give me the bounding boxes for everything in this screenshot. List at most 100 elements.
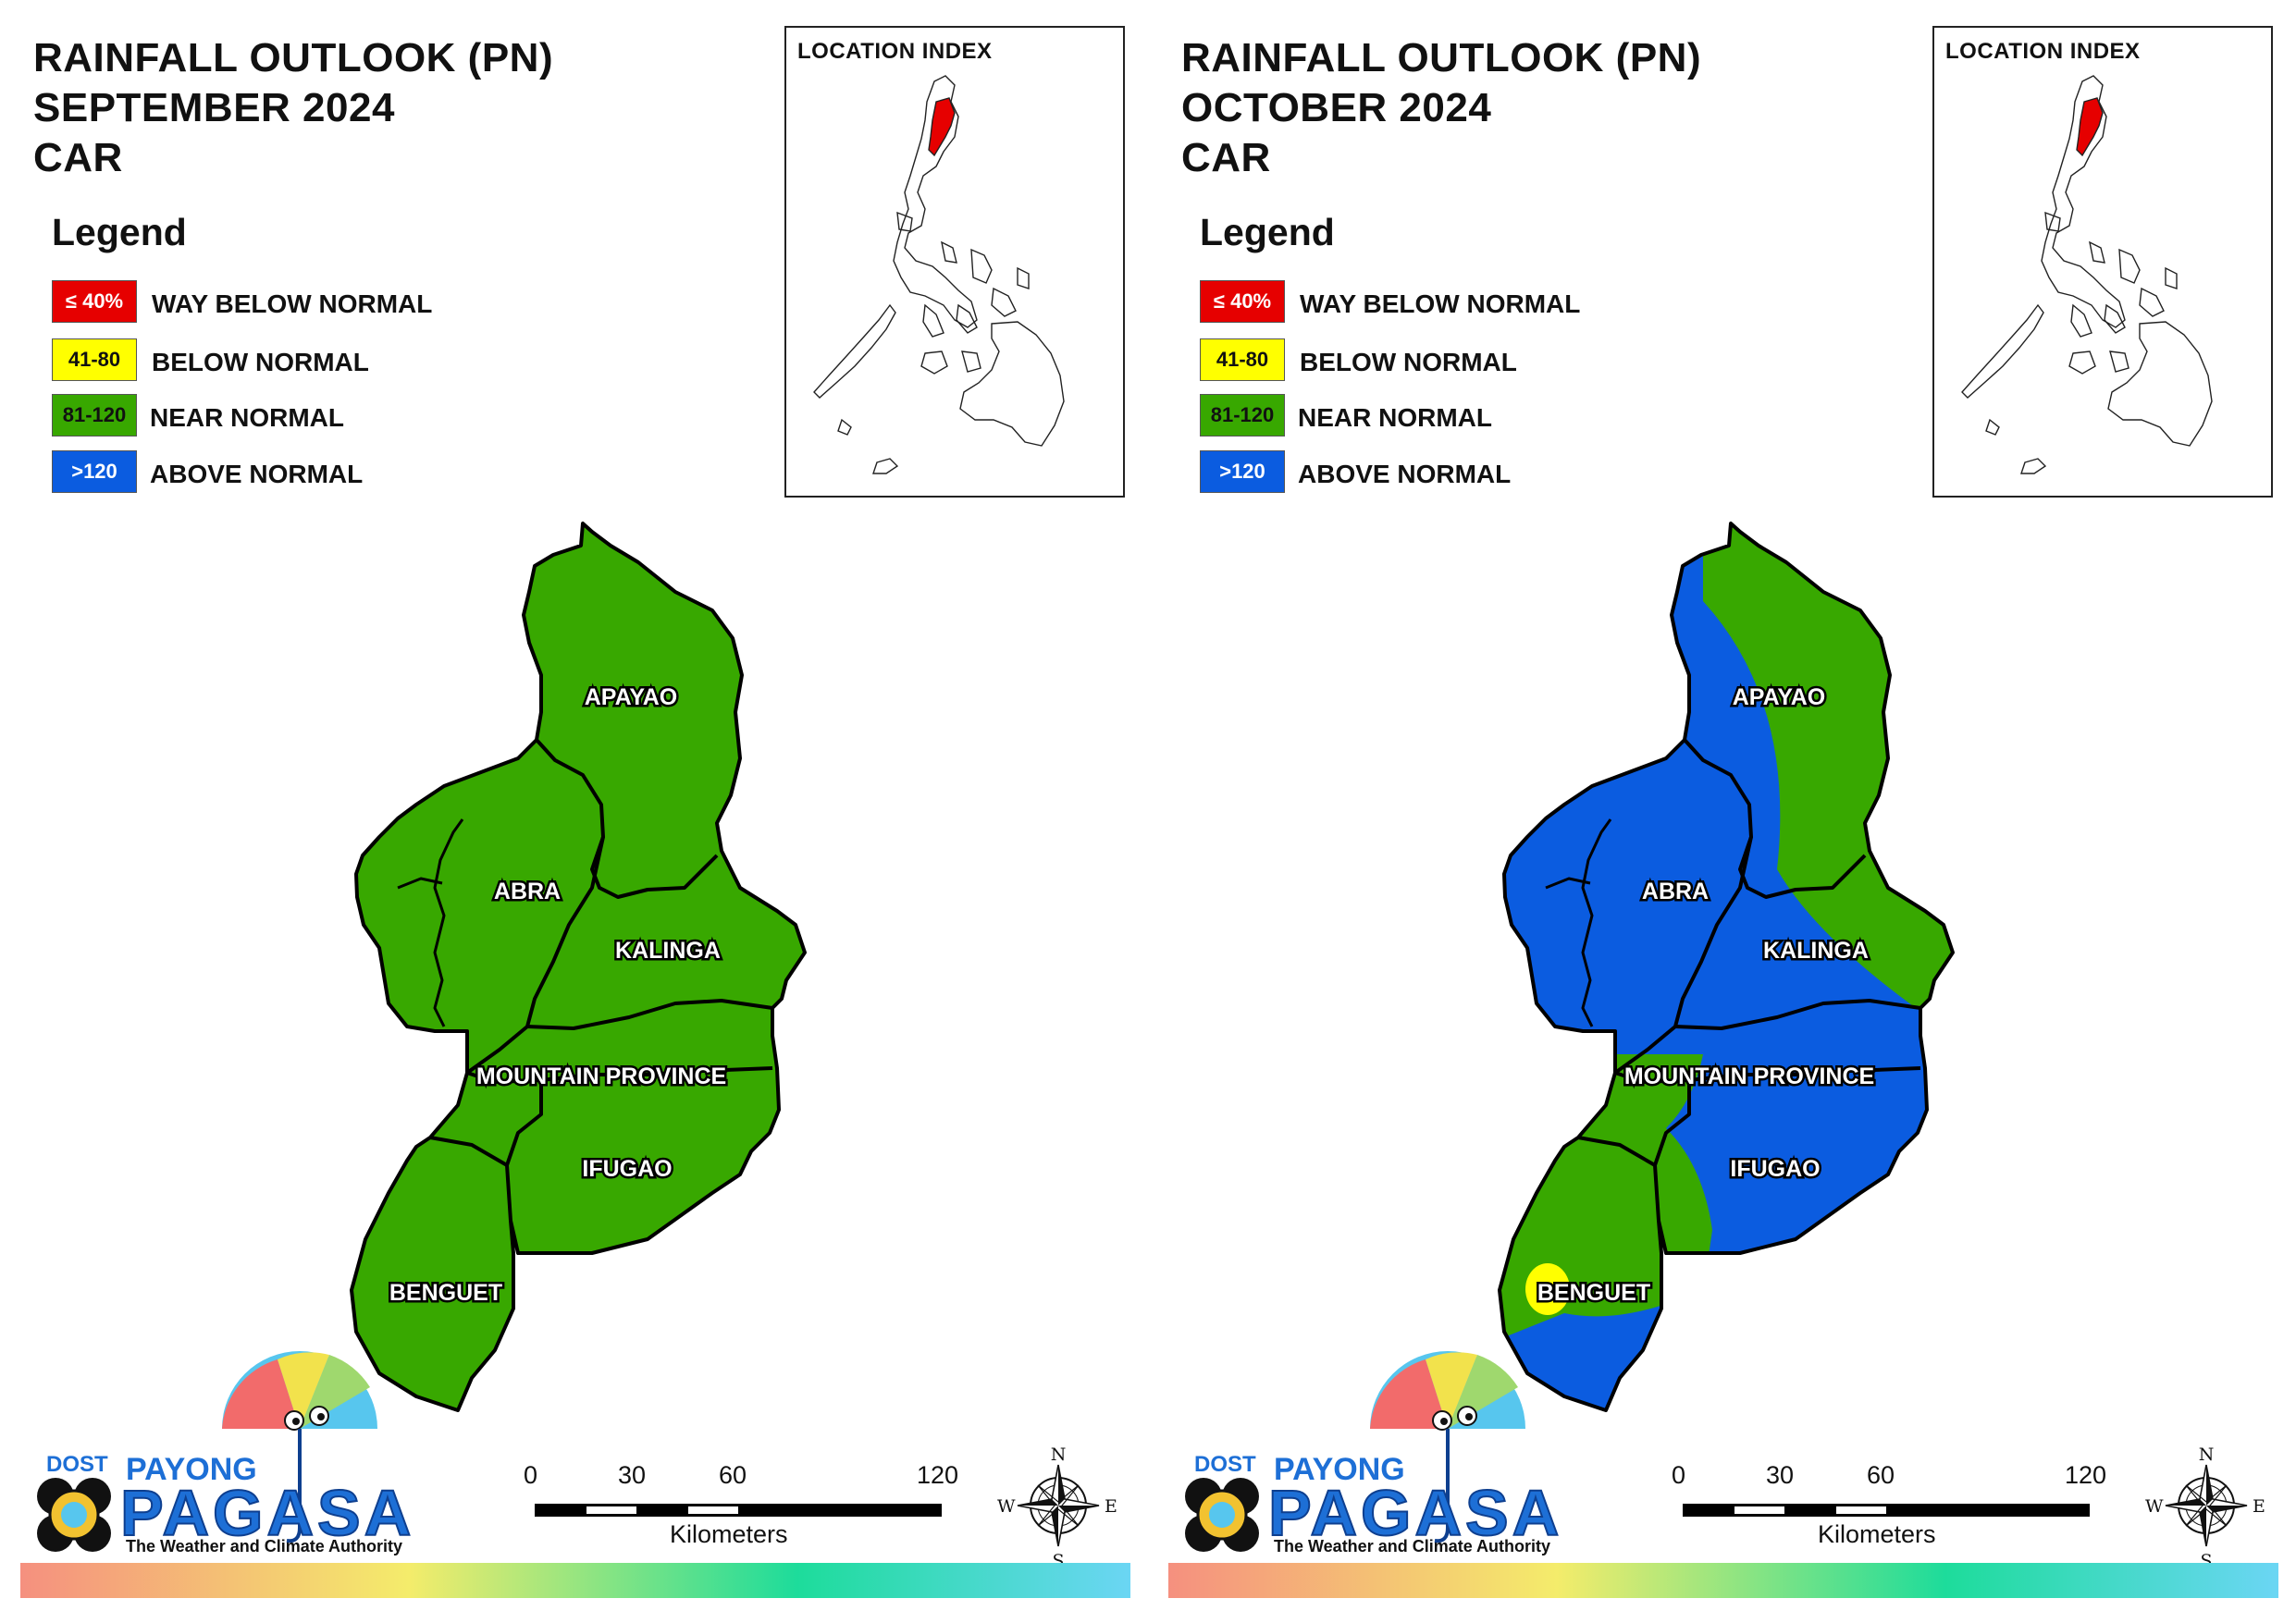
logo-dost-text: DOST: [46, 1452, 108, 1477]
below-normal-zone: [1525, 1263, 1570, 1315]
pagasa-logo-graphic: [1185, 1351, 1525, 1552]
scale-unit: Kilometers: [670, 1520, 788, 1548]
province-label-mountain-province: MOUNTAIN PROVINCE: [1624, 1064, 1874, 1089]
car-province-map: APAYAO ABRA KALINGA MOUNTAIN PROVINCE IF…: [20, 522, 1130, 1598]
legend-swatch-below: 41-80: [1200, 338, 1285, 381]
near-normal-zone: [352, 523, 805, 1410]
scale-bar: [535, 1504, 942, 1517]
title-line-1: RAINFALL OUTLOOK (PN): [33, 35, 554, 80]
kalinga-south-border: [526, 999, 773, 1030]
legend-label-below: BELOW NORMAL: [152, 348, 369, 376]
benguet-north-border: [1577, 1136, 1657, 1167]
compass-w: W: [997, 1496, 1016, 1517]
september-panel: RAINFALL OUTLOOK (PN) SEPTEMBER 2024 CAR…: [20, 26, 1130, 1598]
scale-unit: Kilometers: [1818, 1520, 1936, 1548]
location-index-title: LOCATION INDEX: [797, 39, 993, 64]
philippines-index-map: [813, 75, 1065, 474]
benguet-north-border: [429, 1136, 509, 1167]
legend-swatch-below: 41-80: [52, 338, 137, 381]
logo-payong-text: PAYONG: [1274, 1452, 1405, 1487]
kalinga-south-border: [1674, 999, 1921, 1030]
legend-swatch-near: 81-120: [52, 394, 137, 436]
province-label-ifugao: IFUGAO: [1730, 1156, 1820, 1182]
abra-inner-line-2: [1545, 877, 1591, 890]
scale-bar: [1683, 1504, 2090, 1517]
compass-n: N: [2199, 1445, 2215, 1465]
mtprov-south-border: [466, 1066, 773, 1084]
map-title: RAINFALL OUTLOOK (PN) SEPTEMBER 2024 CAR: [33, 33, 553, 183]
legend-swatch-near: 81-120: [1200, 394, 1285, 436]
scale-tick-120: 120: [2065, 1461, 2107, 1489]
legend-label-way-below: WAY BELOW NORMAL: [1300, 289, 1581, 318]
title-line-1: RAINFALL OUTLOOK (PN): [1181, 35, 1702, 80]
legend-label-near: NEAR NORMAL: [1298, 403, 1492, 432]
abra-east-border: [1613, 836, 1753, 1075]
legend-label-way-below: WAY BELOW NORMAL: [152, 289, 433, 318]
scale-tick-120: 120: [917, 1461, 959, 1489]
legend-swatch-above: >120: [1200, 450, 1285, 493]
province-label-kalinga: KALINGA: [615, 938, 721, 964]
scale-tick-0: 0: [1672, 1461, 1686, 1489]
car-province-map: APAYAO ABRA KALINGA MOUNTAIN PROVINCE IF…: [1168, 522, 2278, 1598]
car-outline: [1498, 522, 1955, 1412]
north-arrow: N S E W: [2145, 1445, 2265, 1571]
title-line-3: CAR: [33, 135, 123, 180]
north-arrow: N S E W: [997, 1445, 1117, 1571]
legend-label-below: BELOW NORMAL: [1300, 348, 1517, 376]
legend-label-near: NEAR NORMAL: [150, 403, 344, 432]
compass-e: E: [1105, 1496, 1117, 1517]
near-normal-zone-south: [1500, 1054, 1712, 1369]
legend-swatch-above: >120: [52, 450, 137, 493]
scale-tick-30: 30: [618, 1461, 647, 1489]
logo-pagasa-text: PAGASA: [1267, 1476, 1563, 1550]
scale-tick-60: 60: [719, 1461, 747, 1489]
pagasa-logo-graphic: [37, 1351, 377, 1552]
legend-title: Legend: [52, 211, 187, 253]
ifugao-west-border: [1653, 1080, 1691, 1222]
logo-dost-text: DOST: [1194, 1452, 1256, 1477]
compass-e: E: [2253, 1496, 2265, 1517]
legend-label-above: ABOVE NORMAL: [1298, 460, 1512, 488]
abra-inner-line-2: [397, 877, 443, 890]
car-outline: [350, 522, 807, 1412]
province-label-mountain-province: MOUNTAIN PROVINCE: [476, 1064, 726, 1089]
location-index-box: LOCATION INDEX: [784, 26, 1125, 498]
apayao-border: [1683, 738, 1867, 899]
province-label-apayao: APAYAO: [585, 684, 678, 710]
province-label-kalinga: KALINGA: [1763, 938, 1869, 964]
location-index-title: LOCATION INDEX: [1945, 39, 2141, 64]
province-label-abra: ABRA: [494, 879, 561, 904]
map-title: RAINFALL OUTLOOK (PN) OCTOBER 2024 CAR: [1181, 33, 1701, 183]
title-line-2: SEPTEMBER 2024: [33, 85, 395, 130]
apayao-border: [535, 738, 719, 899]
legend-title: Legend: [1200, 211, 1335, 253]
province-label-apayao: APAYAO: [1733, 684, 1826, 710]
legend-swatch-way-below: ≤ 40%: [52, 280, 137, 323]
logo-pagasa-text: PAGASA: [119, 1476, 415, 1550]
logo-tagline: The Weather and Climate Authority: [126, 1537, 403, 1555]
scale-tick-60: 60: [1867, 1461, 1895, 1489]
logo-tagline: The Weather and Climate Authority: [1274, 1537, 1551, 1555]
compass-w: W: [2145, 1496, 2164, 1517]
footer-color-bar: [1168, 1563, 2278, 1598]
legend-swatch-way-below: ≤ 40%: [1200, 280, 1285, 323]
abra-east-border: [465, 836, 605, 1075]
legend-label-above: ABOVE NORMAL: [150, 460, 364, 488]
scale-tick-0: 0: [524, 1461, 538, 1489]
location-index-box: LOCATION INDEX: [1932, 26, 2273, 498]
october-panel: RAINFALL OUTLOOK (PN) OCTOBER 2024 CAR L…: [1148, 0, 2296, 1623]
province-label-benguet: BENGUET: [389, 1280, 502, 1306]
mtprov-south-border: [1614, 1066, 1921, 1084]
title-line-2: OCTOBER 2024: [1181, 85, 1492, 130]
abra-inner-line: [433, 818, 464, 1027]
province-label-benguet: BENGUET: [1537, 1280, 1650, 1306]
logo-payong-text: PAYONG: [126, 1452, 257, 1487]
scale-tick-30: 30: [1766, 1461, 1795, 1489]
province-label-ifugao: IFUGAO: [582, 1156, 672, 1182]
ifugao-west-border: [505, 1080, 543, 1222]
footer-color-bar: [20, 1563, 1130, 1598]
abra-inner-line: [1581, 818, 1612, 1027]
philippines-index-map: [1961, 75, 2213, 474]
compass-n: N: [1051, 1445, 1067, 1465]
